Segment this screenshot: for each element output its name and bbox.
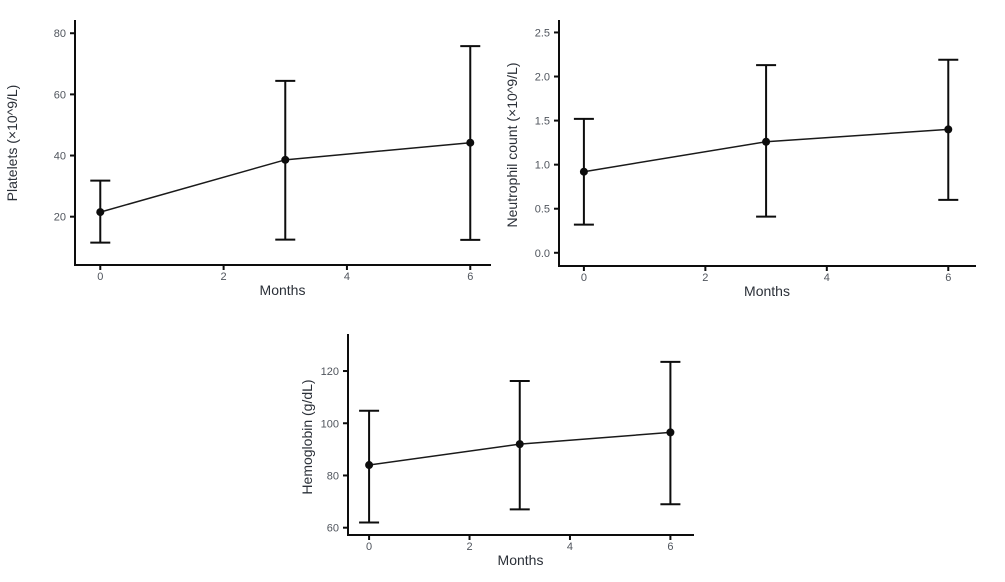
platelets-plot: 20 40 60 80 0 2 4 6 Platelets (×10^9/L) Months (4, 20, 491, 298)
x-tick-label: 2 (221, 271, 227, 283)
data-point (466, 138, 475, 147)
y-tick-label: 1.0 (535, 160, 550, 172)
y-tick-label: 80 (327, 470, 339, 482)
y-tick-label: 1.5 (535, 116, 550, 128)
data-point (365, 461, 374, 470)
y-axis-title: Hemoglobin (g/dL) (299, 379, 315, 494)
y-axis-title: Neutrophil count (×10^9/L) (504, 63, 520, 228)
data-point (666, 428, 675, 437)
data-point (515, 440, 524, 449)
x-tick-label: 2 (702, 272, 708, 284)
x-tick-label: 0 (581, 272, 587, 284)
x-tick-label: 4 (344, 271, 350, 283)
y-axis-title: Platelets (×10^9/L) (4, 85, 20, 202)
x-axis-title: Months (260, 282, 306, 298)
x-tick-label: 4 (567, 541, 573, 553)
x-tick-label: 0 (97, 271, 103, 283)
data-point (579, 167, 588, 176)
x-tick-label: 2 (466, 541, 472, 553)
y-tick-label: 120 (321, 366, 339, 378)
platelets-chart: 20 40 60 80 0 2 4 6 Platelets (×10^9/L) Months (0, 0, 510, 300)
y-tick-label: 80 (54, 28, 66, 40)
y-tick-label: 0.5 (535, 204, 550, 216)
y-tick-label: 40 (54, 151, 66, 163)
x-tick-label: 6 (467, 271, 473, 283)
x-tick-label: 6 (667, 541, 673, 553)
data-point (944, 125, 953, 134)
data-point (281, 155, 290, 164)
y-tick-label: 60 (54, 89, 66, 101)
neutrophil-count-plot: 0.0 0.5 1.0 1.5 2.0 2.5 0 2 4 6 Neutrophil count (… (504, 20, 976, 299)
y-tick-label: 2.0 (535, 72, 550, 84)
y-tick-label: 2.5 (535, 27, 550, 39)
y-tick-label: 60 (327, 523, 339, 535)
neutrophil-count-chart: 0.0 0.5 1.0 1.5 2.0 2.5 0 2 4 6 Neutrophil count (… (495, 0, 1005, 300)
y-tick-label: 0.0 (535, 248, 550, 260)
y-tick-label: 100 (321, 418, 339, 430)
x-axis-title: Months (744, 283, 790, 299)
data-point (96, 208, 105, 217)
data-point (762, 137, 771, 146)
y-tick-label: 20 (54, 212, 66, 224)
hemoglobin-chart: 60 80 100 120 0 2 4 6 Hemoglobin (g/dL) Months (270, 318, 730, 582)
x-tick-label: 0 (366, 541, 372, 553)
x-tick-label: 6 (945, 272, 951, 284)
hemoglobin-plot: 60 80 100 120 0 2 4 6 Hemoglobin (g/dL) Months (299, 334, 694, 568)
x-axis-title: Months (498, 552, 544, 568)
x-tick-label: 4 (824, 272, 830, 284)
